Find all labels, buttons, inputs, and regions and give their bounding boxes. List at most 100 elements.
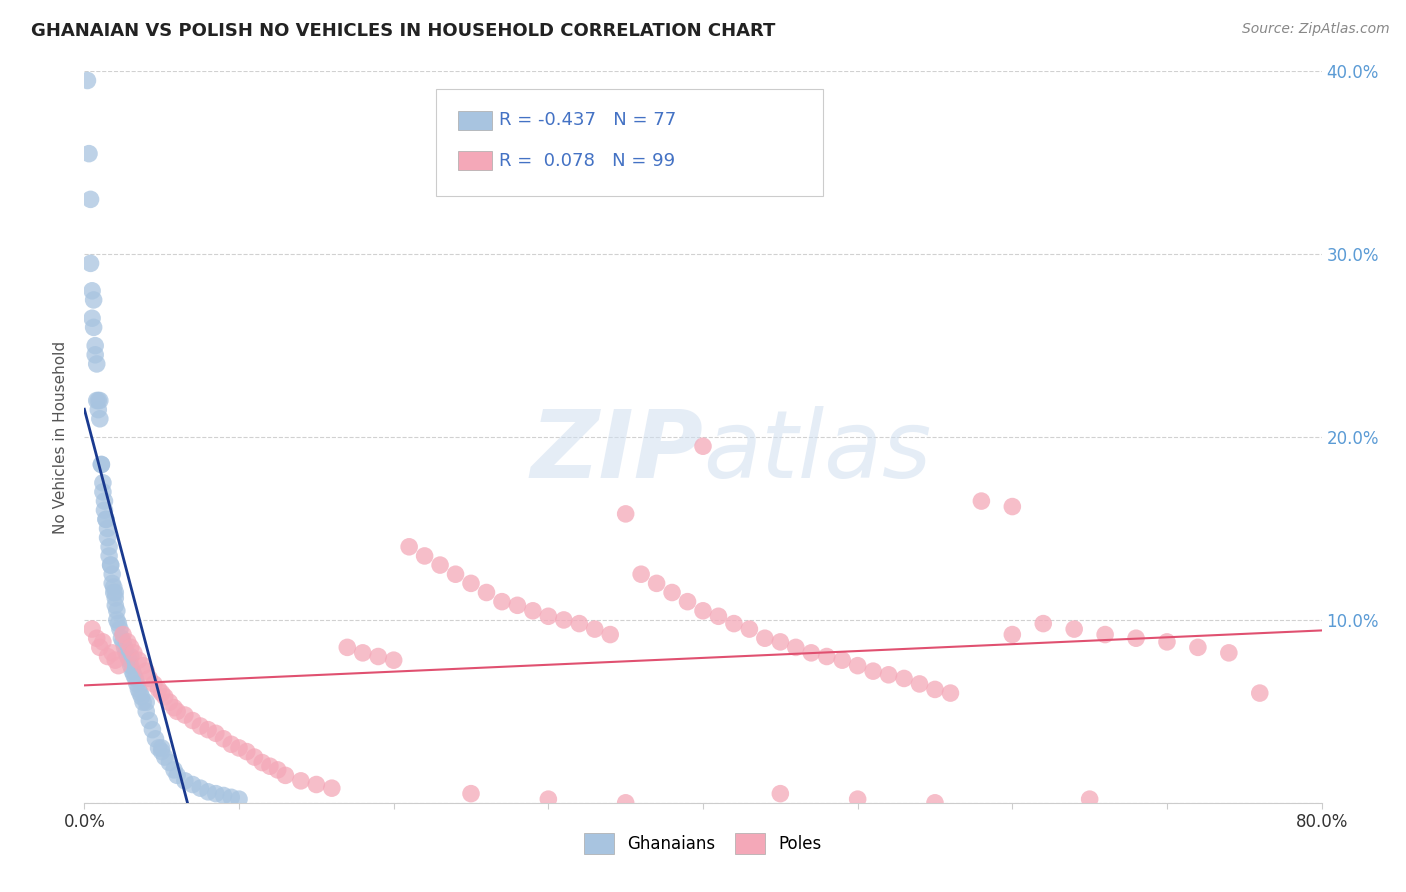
- Point: [117, 635, 139, 649]
- Point: [108, 622, 131, 636]
- Point: [104, 591, 127, 605]
- Point: [166, 768, 188, 782]
- Point: [228, 792, 250, 806]
- Point: [970, 494, 993, 508]
- Point: [846, 792, 869, 806]
- Point: [163, 700, 186, 714]
- Point: [96, 649, 118, 664]
- Point: [105, 613, 128, 627]
- Point: [93, 494, 115, 508]
- Point: [862, 664, 884, 678]
- Point: [129, 686, 152, 700]
- Point: [76, 73, 98, 87]
- Point: [800, 646, 823, 660]
- Point: [153, 690, 176, 704]
- Point: [121, 664, 143, 678]
- Point: [131, 690, 153, 704]
- Point: [1156, 635, 1178, 649]
- Point: [166, 705, 188, 719]
- Point: [135, 695, 157, 709]
- Point: [96, 521, 118, 535]
- Point: [83, 320, 105, 334]
- Point: [135, 705, 157, 719]
- Point: [769, 787, 792, 801]
- Point: [754, 632, 776, 646]
- Point: [135, 664, 157, 678]
- Point: [305, 778, 328, 792]
- Point: [83, 293, 105, 307]
- Point: [1063, 622, 1085, 636]
- Point: [1094, 627, 1116, 641]
- Point: [82, 622, 104, 636]
- Point: [661, 585, 683, 599]
- Point: [846, 658, 869, 673]
- Point: [98, 540, 121, 554]
- Point: [413, 549, 436, 563]
- Point: [235, 745, 259, 759]
- Point: [91, 485, 114, 500]
- Point: [219, 790, 242, 805]
- Point: [87, 393, 110, 408]
- Point: [181, 778, 204, 792]
- Point: [614, 796, 637, 810]
- Point: [924, 682, 946, 697]
- Point: [103, 585, 125, 599]
- Point: [181, 714, 204, 728]
- Text: atlas: atlas: [703, 406, 931, 497]
- Point: [707, 609, 730, 624]
- Point: [769, 635, 792, 649]
- Point: [398, 540, 420, 554]
- Point: [82, 284, 104, 298]
- Point: [94, 512, 117, 526]
- Point: [1249, 686, 1271, 700]
- Point: [259, 759, 281, 773]
- Point: [132, 695, 155, 709]
- Point: [153, 750, 176, 764]
- Point: [86, 393, 108, 408]
- Point: [219, 737, 242, 751]
- Point: [506, 599, 529, 613]
- Point: [692, 439, 714, 453]
- Point: [924, 796, 946, 810]
- Point: [84, 348, 107, 362]
- Point: [79, 192, 101, 206]
- Y-axis label: No Vehicles in Household: No Vehicles in Household: [53, 341, 69, 533]
- Point: [205, 726, 228, 740]
- Point: [815, 649, 838, 664]
- Point: [79, 256, 101, 270]
- Point: [522, 604, 544, 618]
- Point: [77, 146, 100, 161]
- Point: [939, 686, 962, 700]
- Point: [104, 585, 127, 599]
- Point: [738, 622, 761, 636]
- Point: [89, 412, 111, 426]
- Point: [117, 649, 139, 664]
- Point: [89, 393, 111, 408]
- Point: [86, 357, 108, 371]
- Point: [100, 558, 122, 573]
- Point: [908, 677, 931, 691]
- Point: [114, 640, 136, 655]
- Point: [475, 585, 498, 599]
- Point: [614, 507, 637, 521]
- Point: [831, 653, 853, 667]
- Point: [212, 789, 235, 803]
- Point: [120, 658, 142, 673]
- Text: Source: ZipAtlas.com: Source: ZipAtlas.com: [1241, 22, 1389, 37]
- Point: [138, 672, 160, 686]
- Point: [267, 763, 290, 777]
- Point: [104, 653, 127, 667]
- Point: [460, 787, 482, 801]
- Point: [290, 773, 312, 788]
- Point: [132, 658, 155, 673]
- Text: GHANAIAN VS POLISH NO VEHICLES IN HOUSEHOLD CORRELATION CHART: GHANAIAN VS POLISH NO VEHICLES IN HOUSEH…: [31, 22, 775, 40]
- Point: [367, 649, 389, 664]
- Point: [84, 338, 107, 352]
- Point: [188, 719, 211, 733]
- Point: [90, 458, 112, 472]
- Point: [491, 594, 513, 608]
- Point: [1125, 632, 1147, 646]
- Point: [103, 580, 125, 594]
- Point: [150, 740, 173, 755]
- Point: [382, 653, 405, 667]
